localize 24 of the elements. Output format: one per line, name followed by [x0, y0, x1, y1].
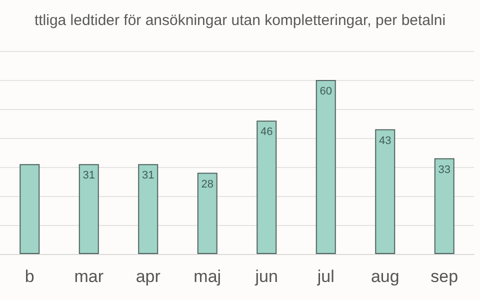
- data-label: 46: [260, 126, 273, 138]
- data-label: 33: [438, 164, 450, 176]
- data-label: 31: [142, 170, 154, 182]
- bar: [316, 80, 336, 254]
- x-tick-label: maj: [194, 267, 222, 286]
- data-label: 31: [82, 170, 95, 182]
- x-tick-label: b: [24, 267, 34, 286]
- data-label: 43: [379, 134, 392, 147]
- x-tick-label: jul: [316, 267, 334, 286]
- x-tick-label: jun: [254, 267, 278, 286]
- data-label: 28: [201, 178, 214, 190]
- x-tick-label: sep: [430, 267, 458, 286]
- bar: [138, 164, 158, 254]
- chart-title: ttliga ledtider för ansökningar utan kompletteringar, per betalni: [34, 12, 446, 29]
- bar: [78, 164, 99, 254]
- bar: [434, 158, 454, 254]
- data-label: 60: [320, 86, 332, 98]
- x-tick-label: aug: [370, 267, 400, 286]
- bar: [256, 120, 277, 254]
- bar: [375, 129, 396, 254]
- x-tick-label: mar: [74, 267, 104, 286]
- x-tick-label: apr: [136, 267, 161, 286]
- bar: [197, 172, 218, 254]
- bar: [20, 164, 40, 254]
